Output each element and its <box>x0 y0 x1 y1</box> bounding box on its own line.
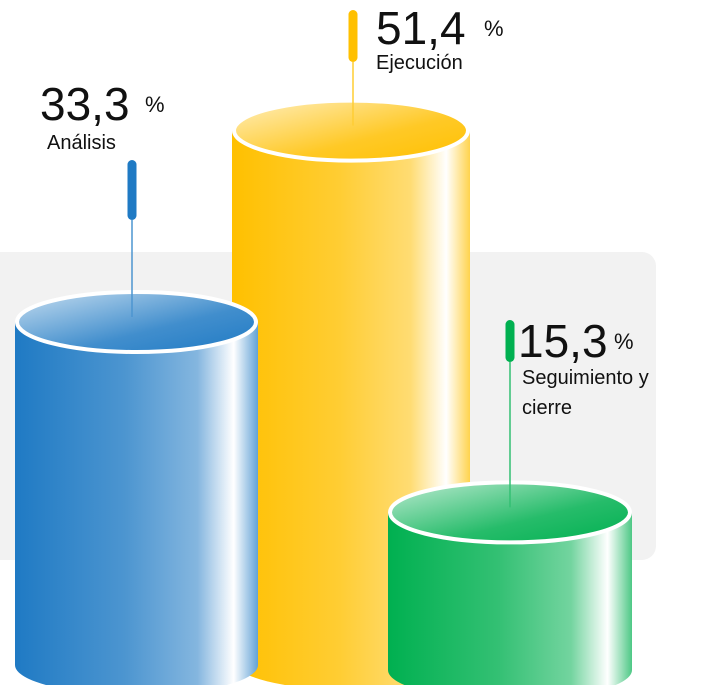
pin-head <box>348 10 358 62</box>
category-box: Seguimiento y cierre <box>522 367 649 419</box>
value-unit: % <box>145 92 165 117</box>
category-box: Ejecución <box>376 52 463 74</box>
pin-head <box>127 160 137 220</box>
category-box: Análisis <box>47 132 116 154</box>
cylinder <box>388 480 632 685</box>
category-label: Análisis <box>47 132 116 154</box>
cylinder-top <box>15 290 258 355</box>
cylinder <box>15 290 258 685</box>
category-label: Ejecución <box>376 52 463 74</box>
value-unit: % <box>484 16 504 41</box>
value-unit: % <box>614 329 634 354</box>
value-label: 15,3 <box>518 315 608 367</box>
cylinder-body <box>15 322 258 665</box>
category-label: Seguimiento y cierre <box>522 367 649 419</box>
pin-head <box>505 320 515 362</box>
value-label: 51,4 <box>376 2 466 54</box>
value-label: 33,3 <box>40 78 130 130</box>
cylinder-top <box>232 98 470 163</box>
